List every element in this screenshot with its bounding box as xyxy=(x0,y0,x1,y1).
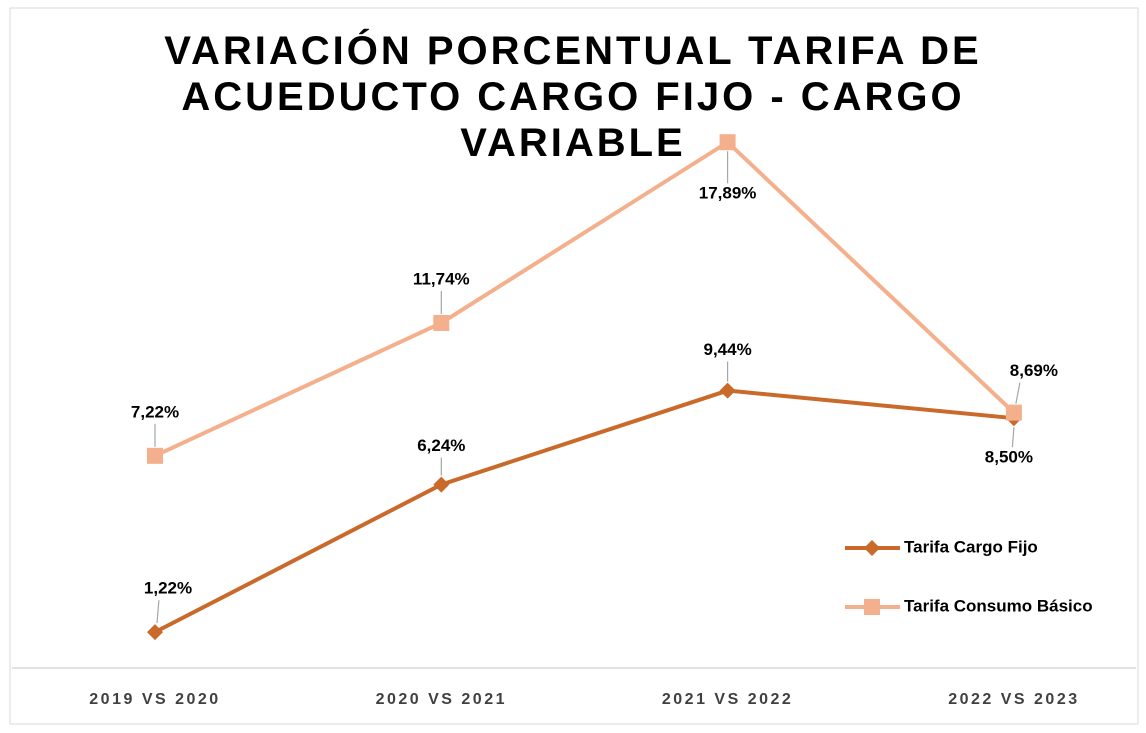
data-label: 1,22% xyxy=(144,579,192,598)
data-label: 7,22% xyxy=(131,402,179,421)
x-tick-label: 2022 VS 2023 xyxy=(948,691,1079,708)
series-line xyxy=(154,388,1015,634)
marker xyxy=(1005,404,1022,421)
marker xyxy=(719,134,736,151)
legend-label: Tarifa Consumo Básico xyxy=(904,596,1093,615)
marker xyxy=(433,476,450,493)
leader-line xyxy=(156,600,160,624)
data-label: 6,24% xyxy=(417,436,465,455)
chart-title: VARIACIÓN PORCENTUAL TARIFA DE ACUEDUCTO… xyxy=(164,29,982,165)
legend-marker xyxy=(864,540,880,556)
marker xyxy=(719,382,736,399)
legend-marker xyxy=(864,599,880,615)
data-label: 9,44% xyxy=(703,340,751,359)
marker xyxy=(147,624,163,641)
marker xyxy=(147,447,163,464)
series-line xyxy=(154,139,1016,458)
leader-line xyxy=(1011,427,1015,448)
x-tick-label: 2019 VS 2020 xyxy=(89,691,220,708)
data-label: 8,50% xyxy=(985,448,1033,467)
data-label: 8,69% xyxy=(1010,361,1058,380)
legend-label: Tarifa Cargo Fijo xyxy=(904,537,1038,556)
data-label: 11,74% xyxy=(413,269,470,288)
chart-border xyxy=(9,7,1139,725)
data-label: 17,89% xyxy=(699,184,757,203)
x-tick-label: 2021 VS 2022 xyxy=(662,691,793,708)
x-tick-label: 2020 VS 2021 xyxy=(376,691,507,708)
marker xyxy=(433,314,450,331)
leader-line xyxy=(1015,382,1021,404)
